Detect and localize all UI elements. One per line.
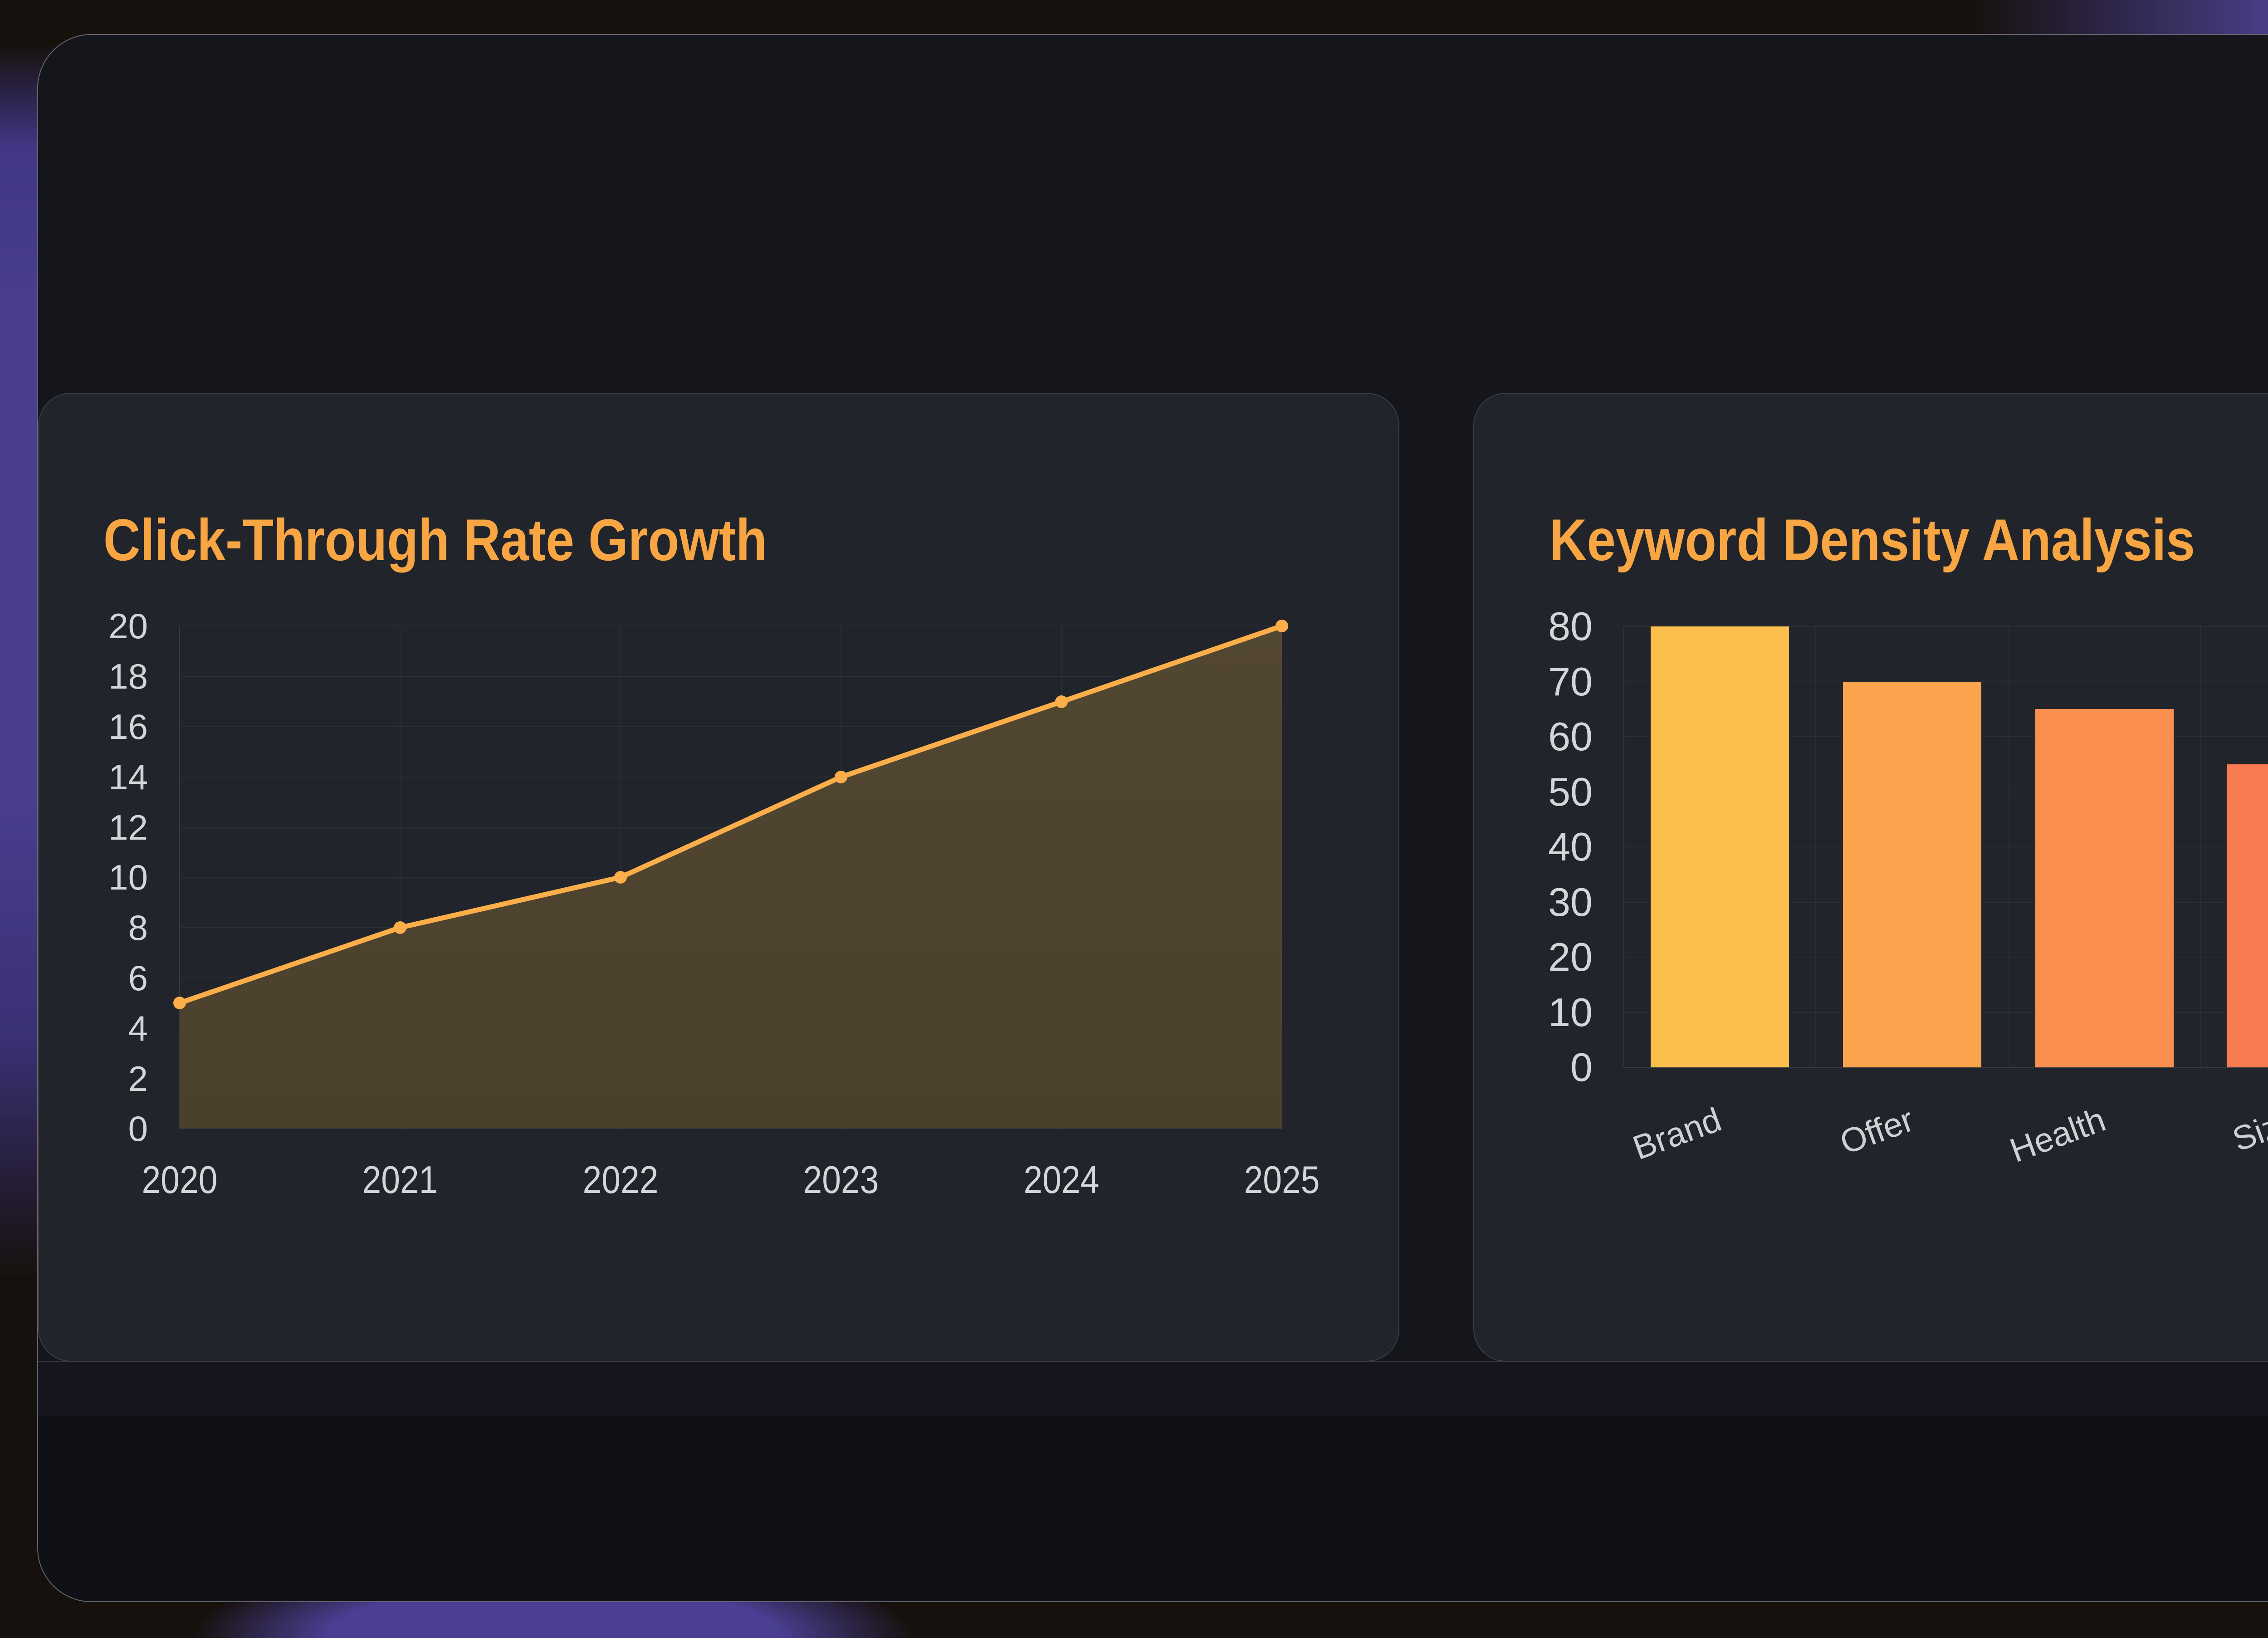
svg-text:8: 8 xyxy=(128,908,148,948)
svg-text:4: 4 xyxy=(128,1008,148,1048)
svg-text:Health: Health xyxy=(2005,1100,2110,1169)
svg-text:2021: 2021 xyxy=(362,1159,438,1202)
svg-text:40: 40 xyxy=(1548,824,1593,869)
svg-text:0: 0 xyxy=(1570,1045,1593,1090)
svg-text:70: 70 xyxy=(1548,659,1593,704)
svg-text:14: 14 xyxy=(108,757,148,797)
svg-text:50: 50 xyxy=(1548,769,1593,814)
svg-text:12: 12 xyxy=(108,807,148,847)
svg-text:30: 30 xyxy=(1548,880,1593,924)
svg-text:20: 20 xyxy=(108,606,148,646)
svg-text:Size: Size xyxy=(2228,1100,2268,1159)
svg-text:Offer: Offer xyxy=(1835,1100,1918,1161)
svg-text:60: 60 xyxy=(1548,714,1593,759)
svg-text:2025: 2025 xyxy=(1244,1159,1320,1202)
svg-text:10: 10 xyxy=(1548,990,1593,1035)
svg-text:2022: 2022 xyxy=(583,1159,659,1202)
svg-text:18: 18 xyxy=(108,656,148,696)
svg-text:6: 6 xyxy=(128,958,148,998)
svg-text:80: 80 xyxy=(1548,604,1593,649)
svg-text:2023: 2023 xyxy=(803,1159,879,1202)
svg-text:Keyword Density Analysis: Keyword Density Analysis xyxy=(1549,507,2195,573)
svg-text:0: 0 xyxy=(128,1109,148,1149)
svg-text:16: 16 xyxy=(108,707,148,747)
svg-text:Click-Through Rate Growth: Click-Through Rate Growth xyxy=(103,507,767,573)
svg-text:2: 2 xyxy=(128,1059,148,1099)
svg-text:20: 20 xyxy=(1548,934,1593,979)
svg-text:Brand: Brand xyxy=(1628,1100,1726,1167)
svg-text:2020: 2020 xyxy=(142,1159,218,1202)
svg-text:10: 10 xyxy=(108,857,148,897)
svg-text:2024: 2024 xyxy=(1024,1159,1100,1202)
